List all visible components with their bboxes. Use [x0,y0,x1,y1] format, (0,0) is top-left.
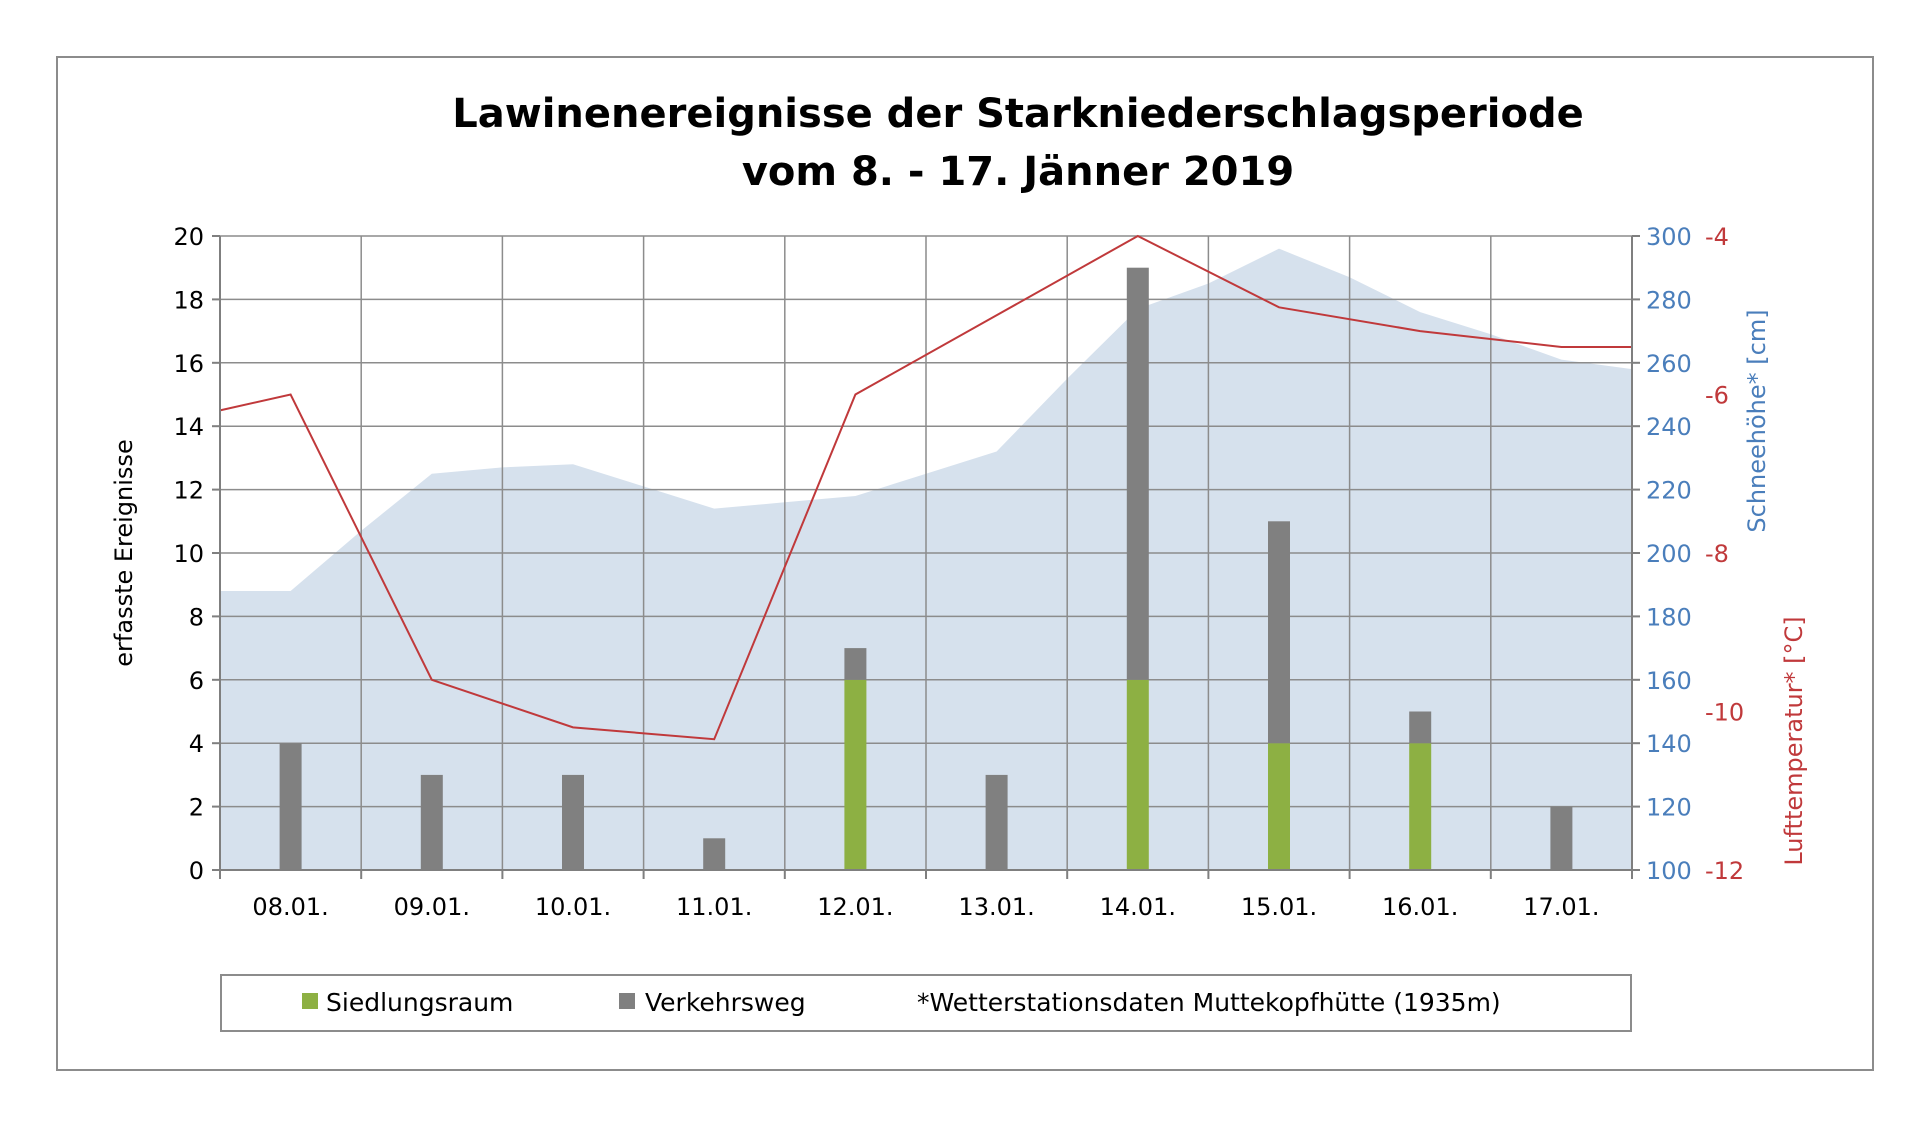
snow-depth-tick-label: 140 [1646,730,1692,758]
chart-title-line-1: Lawinenereignisse der Starkniederschlags… [452,91,1583,137]
bar-verkehrsweg-1401 [1126,267,1149,680]
x-tick-label: 11.01. [676,893,752,921]
snow-depth-tick-label: 120 [1646,794,1692,822]
snow-depth-tick-label: 300 [1646,223,1692,251]
snow-depth-tick-label: 200 [1646,540,1692,568]
bar-layer [279,267,1573,870]
bar-verkehrsweg-1001 [562,774,584,870]
x-tick-label: 12.01. [817,893,893,921]
y-left-tick-label: 8 [189,603,204,631]
snow-depth-tick-label: 220 [1646,477,1692,505]
y-left-tick-label: 0 [189,857,204,885]
temperature-tick-label: -12 [1705,857,1744,885]
bar-verkehrsweg-1601 [1409,711,1432,744]
temperature-tick-label: -8 [1705,540,1729,568]
grid-layer [219,235,1633,870]
bar-verkehrsweg-1701 [1550,806,1573,870]
legend-note: *Wetterstationsdaten Muttekopfhütte (193… [917,988,1501,1017]
bar-siedlungsraum-1601 [1409,743,1432,870]
temperature-axis-title: Lufttemperatur* [°C] [1780,616,1808,865]
snow-depth-tick-label: 240 [1646,413,1692,441]
y-left-tick-label: 18 [173,286,204,314]
y-left-tick-label: 10 [173,540,204,568]
bar-verkehrsweg-1301 [985,774,1008,870]
y-left-tick-label: 6 [189,667,204,695]
snow-depth-axis-title: Schneehöhe* [cm] [1743,309,1771,532]
bar-verkehrsweg-0901 [420,774,443,870]
y-left-tick-label: 4 [189,730,204,758]
temperature-tick-label: -10 [1705,699,1744,727]
snow-depth-tick-label: 160 [1646,667,1692,695]
y-left-tick-label: 20 [173,223,204,251]
y-left-axis-title: erfasste Ereignisse [110,439,138,666]
snow-depth-tick-label: 260 [1646,350,1692,378]
y-left-tick-label: 12 [173,477,204,505]
bar-verkehrsweg-1501 [1268,521,1290,744]
legend: Siedlungsraum Verkehrsweg *Wetterstation… [220,974,1632,1032]
x-tick-label: 10.01. [535,893,611,921]
bar-verkehrsweg-1101 [703,838,726,870]
legend-swatch-siedlungsraum [302,993,318,1009]
snow-depth-tick-label: 100 [1646,857,1692,885]
bar-siedlungsraum-1501 [1268,743,1290,870]
x-tick-label: 14.01. [1100,893,1176,921]
snow-depth-tick-label: 280 [1646,286,1692,314]
temperature-line-layer [219,234,1632,741]
axis-layer: 0 2 4 6 8 10 12 14 16 18 20 100 120 140 160 180 200 220 24… [110,223,1808,921]
x-tick-label: 15.01. [1241,893,1317,921]
y-left-tick-label: 14 [173,413,204,441]
x-tick-label: 17.01. [1523,893,1599,921]
x-tick-label: 09.01. [394,893,470,921]
temperature-tick-label: -6 [1705,382,1729,410]
temperature-line [219,234,1632,741]
x-tick-label: 16.01. [1382,893,1458,921]
bar-verkehrsweg-0801 [279,743,302,870]
x-tick-label: 08.01. [252,893,328,921]
legend-swatch-verkehrsweg [619,993,635,1009]
y-left-tick-label: 2 [189,794,204,822]
snow-depth-tick-label: 180 [1646,603,1692,631]
legend-label-verkehrsweg: Verkehrsweg [645,988,806,1017]
y-left-tick-label: 16 [173,350,204,378]
chart-title-line-2: vom 8. - 17. Jänner 2019 [742,149,1294,195]
legend-box [220,974,1632,1032]
x-tick-label: 13.01. [958,893,1034,921]
temperature-tick-label: -4 [1705,223,1729,251]
bar-siedlungsraum-1201 [844,679,867,870]
bar-siedlungsraum-1401 [1126,679,1149,870]
bar-verkehrsweg-1201 [844,648,867,680]
legend-label-siedlungsraum: Siedlungsraum [326,988,513,1017]
